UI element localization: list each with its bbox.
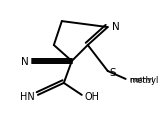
- Text: methyl: methyl: [130, 76, 159, 85]
- Text: N: N: [112, 22, 119, 32]
- Text: HN: HN: [20, 91, 35, 101]
- Text: OH: OH: [85, 91, 100, 101]
- Text: methyl: methyl: [130, 76, 154, 82]
- Text: N: N: [21, 57, 29, 66]
- Text: S: S: [110, 67, 116, 77]
